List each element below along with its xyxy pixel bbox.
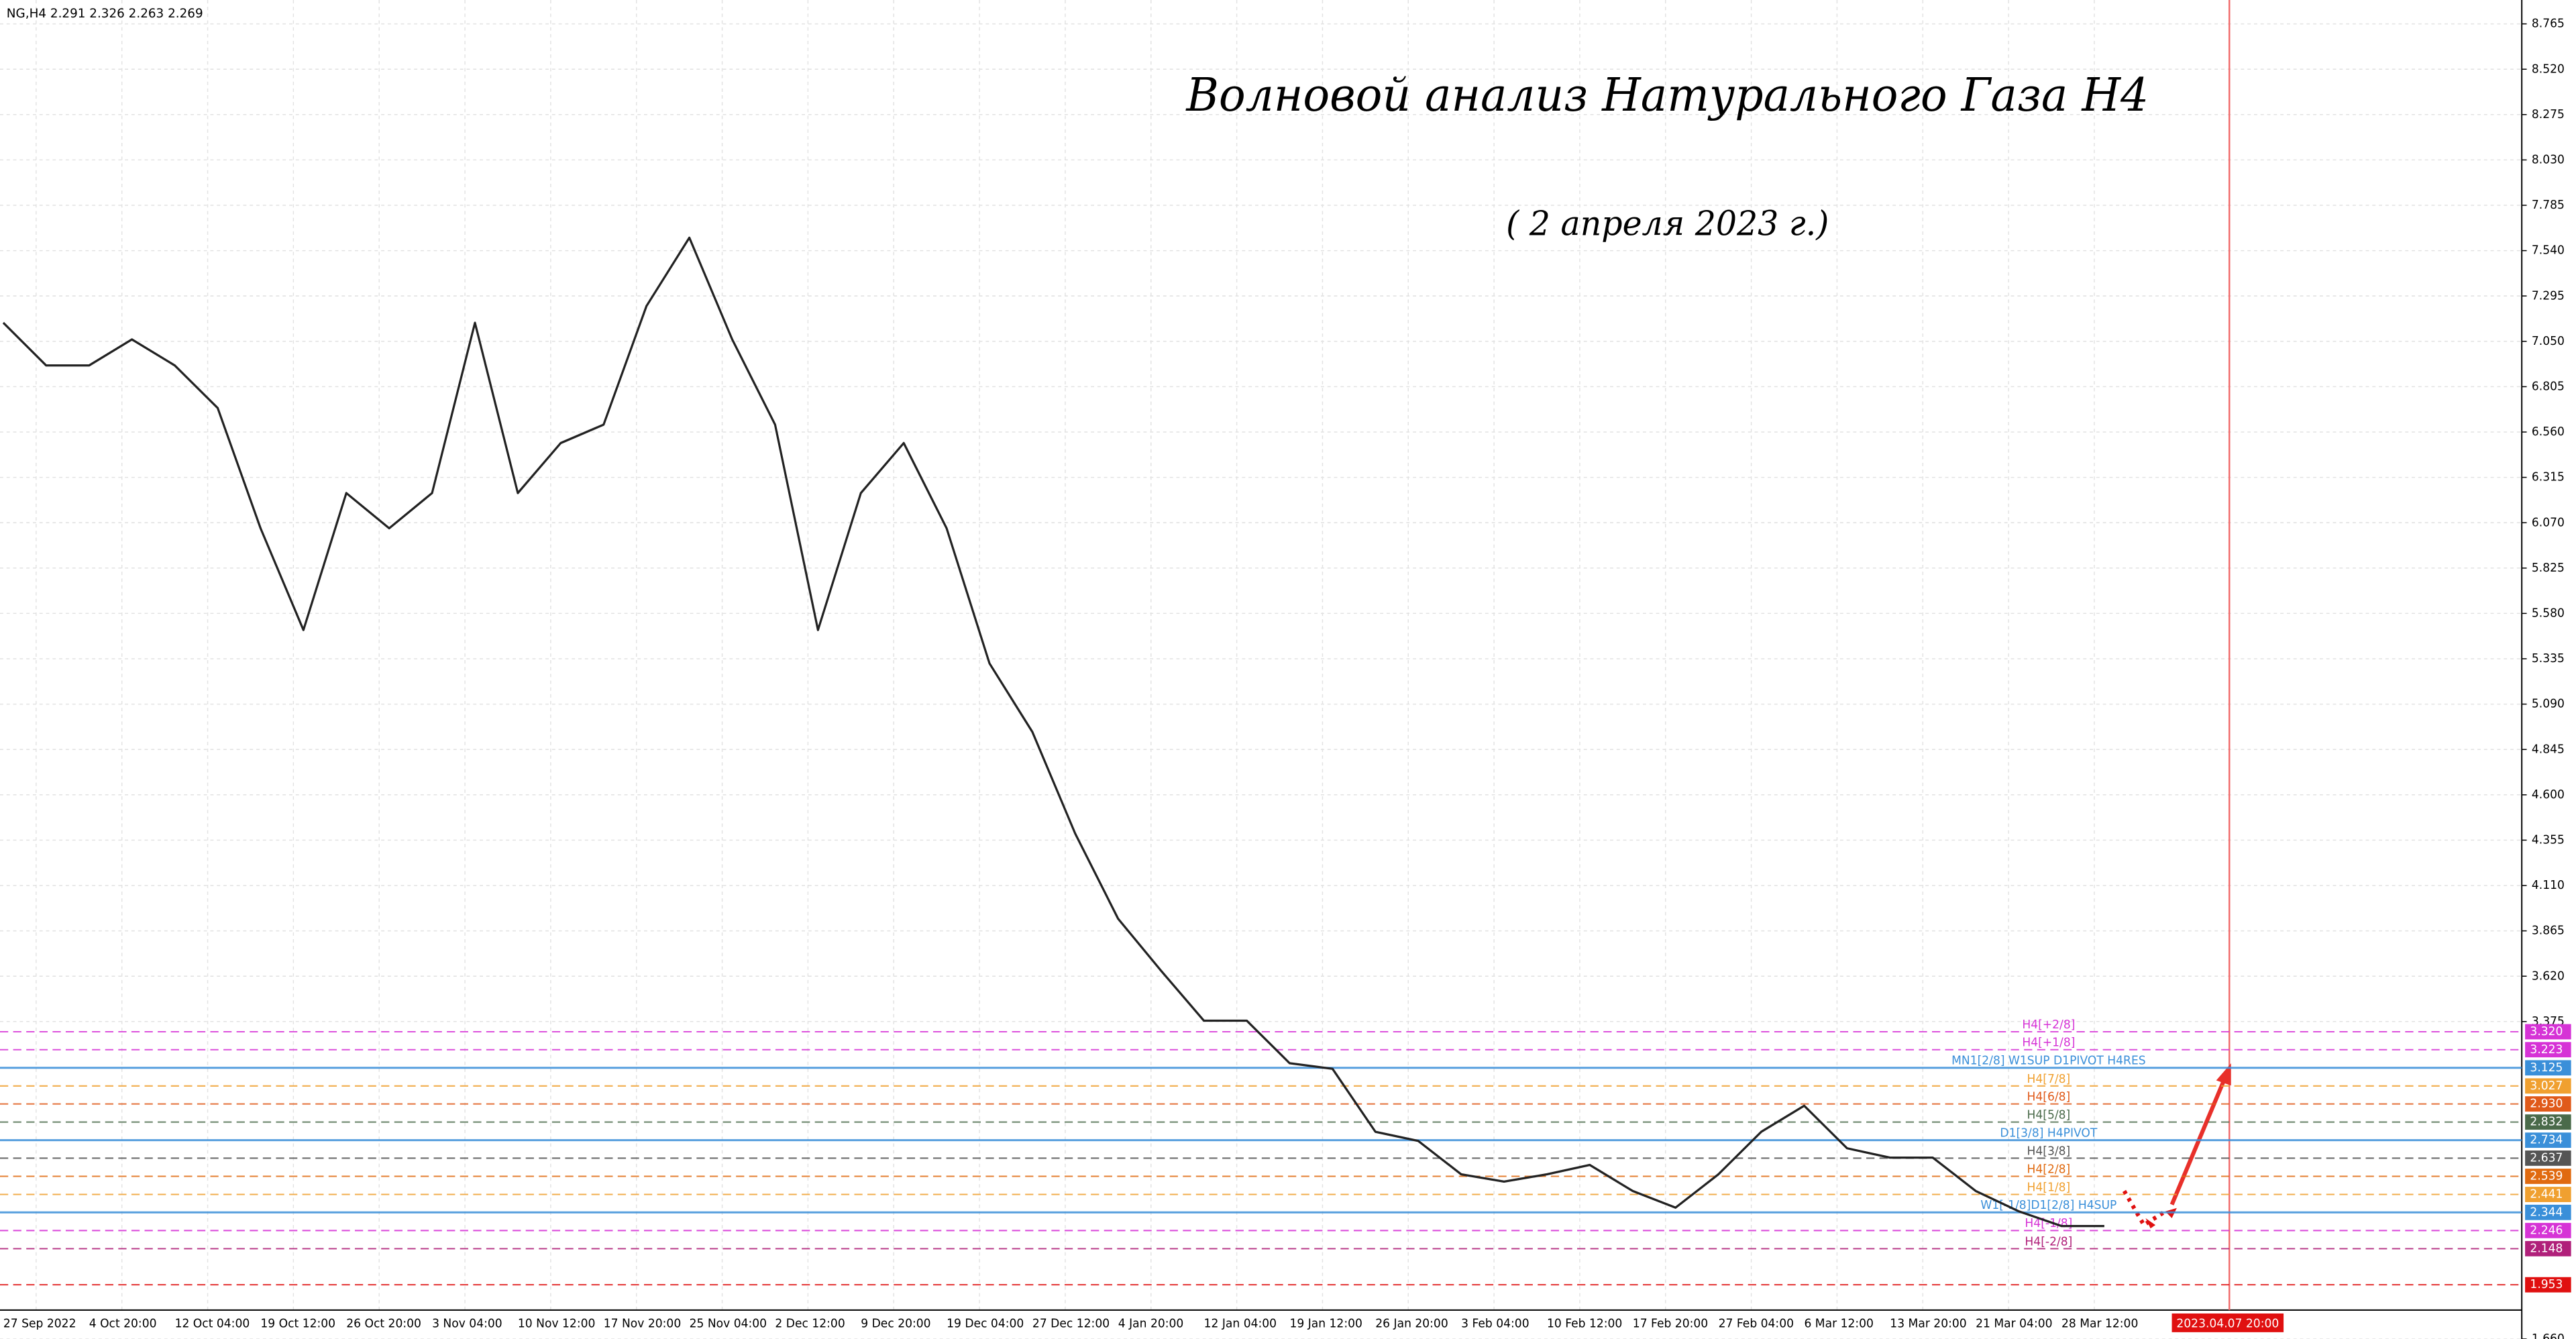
level-label: H4[+2/8] — [2022, 1018, 2075, 1032]
level-price-box — [2525, 1096, 2571, 1112]
x-tick-label: 17 Nov 20:00 — [604, 1317, 681, 1330]
x-tick-label: 19 Oct 12:00 — [260, 1317, 335, 1330]
y-tick-label: 4.600 — [2532, 788, 2565, 802]
y-tick-label: 3.865 — [2532, 924, 2565, 937]
price-line — [2, 236, 2104, 1228]
symbol-header: NG,H4 2.291 2.326 2.263 2.269 — [7, 7, 203, 21]
level-label: H4[+1/8] — [2022, 1036, 2075, 1049]
x-tick-label: 27 Sep 2022 — [3, 1317, 76, 1330]
x-tick-label: 27 Dec 12:00 — [1032, 1317, 1110, 1330]
y-tick-label: 7.540 — [2532, 244, 2565, 257]
level-price-box — [2525, 1169, 2571, 1184]
y-tick-label: 5.825 — [2532, 561, 2565, 575]
y-tick-label: 5.335 — [2532, 652, 2565, 665]
y-tick-label: 6.315 — [2532, 470, 2565, 484]
level-price-label: 3.320 — [2530, 1025, 2563, 1038]
y-tick-label: 5.580 — [2532, 606, 2565, 620]
x-tick-label: 19 Dec 04:00 — [947, 1317, 1024, 1330]
level-label: H4[6/8] — [2027, 1090, 2071, 1104]
level-label: H4[3/8] — [2027, 1144, 2071, 1158]
level-price-box — [2525, 1187, 2571, 1202]
level-label: MN1[2/8] W1SUP D1PIVOT H4RES — [1951, 1054, 2146, 1067]
level-price-label: 3.223 — [2530, 1043, 2563, 1057]
x-tick-label: 26 Oct 20:00 — [346, 1317, 421, 1330]
level-label: D1[3/8] H4PIVOT — [2000, 1126, 2097, 1140]
level-price-box — [2525, 1114, 2571, 1130]
x-tick-label: 2 Dec 12:00 — [775, 1317, 845, 1330]
level-price-box — [2525, 1132, 2571, 1148]
x-tick-label: 17 Feb 20:00 — [1633, 1317, 1708, 1330]
level-price-label: 1.953 — [2530, 1278, 2563, 1291]
x-tick-label: 4 Oct 20:00 — [89, 1317, 157, 1330]
x-tick-label: 25 Nov 04:00 — [690, 1317, 767, 1330]
level-label: H4[-2/8] — [2025, 1235, 2072, 1248]
level-price-box — [2525, 1060, 2571, 1076]
level-price-label: 3.125 — [2530, 1061, 2563, 1075]
x-tick-label: 3 Nov 04:00 — [432, 1317, 502, 1330]
level-price-label: 2.246 — [2530, 1224, 2563, 1237]
x-tick-label: 26 Jan 20:00 — [1375, 1317, 1448, 1330]
y-tick-label: 6.070 — [2532, 516, 2565, 529]
y-tick-label: 4.355 — [2532, 833, 2565, 847]
forecast-arrowhead — [2216, 1063, 2231, 1086]
chart-title: Волновой анализ Натурального Газа H4 — [1185, 68, 2149, 121]
y-tick-label: 8.275 — [2532, 108, 2565, 121]
y-tick-label: 6.805 — [2532, 380, 2565, 393]
level-price-box — [2525, 1222, 2571, 1238]
y-tick-label: 1.660 — [2532, 1332, 2565, 1339]
x-tick-label: 27 Feb 04:00 — [1719, 1317, 1794, 1330]
level-price-label: 2.148 — [2530, 1242, 2563, 1255]
level-label: W1[-1/8]D1[2/8] H4SUP — [1980, 1199, 2116, 1212]
level-price-label: 2.344 — [2530, 1206, 2563, 1219]
level-price-box — [2525, 1204, 2571, 1220]
level-label: H4[-1/8] — [2025, 1217, 2072, 1230]
x-tick-label: 6 Mar 12:00 — [1804, 1317, 1873, 1330]
x-tick-label: 9 Dec 20:00 — [861, 1317, 930, 1330]
level-price-box — [2525, 1240, 2571, 1256]
x-tick-label: 12 Oct 04:00 — [175, 1317, 250, 1330]
level-price-label: 2.930 — [2530, 1097, 2563, 1110]
level-price-box — [2525, 1042, 2571, 1058]
y-tick-label: 4.845 — [2532, 743, 2565, 756]
x-tick-label: 13 Mar 20:00 — [1890, 1317, 1966, 1330]
level-price-label: 3.027 — [2530, 1079, 2563, 1093]
time-marker-label: 2023.04.07 20:00 — [2176, 1317, 2279, 1330]
level-price-label: 2.832 — [2530, 1115, 2563, 1128]
x-tick-label: 10 Nov 12:00 — [518, 1317, 595, 1330]
level-label: H4[7/8] — [2027, 1073, 2071, 1086]
level-label: H4[2/8] — [2027, 1163, 2071, 1176]
chart-subtitle: ( 2 апреля 2023 г.) — [1506, 204, 1829, 244]
y-tick-label: 8.520 — [2532, 62, 2565, 76]
y-tick-label: 7.050 — [2532, 335, 2565, 348]
y-tick-label: 7.295 — [2532, 289, 2565, 303]
x-tick-label: 3 Feb 04:00 — [1461, 1317, 1529, 1330]
y-tick-label: 6.560 — [2532, 425, 2565, 439]
level-price-box — [2525, 1024, 2571, 1040]
time-marker-box — [2171, 1313, 2284, 1332]
level-price-box — [2525, 1277, 2571, 1293]
x-tick-label: 12 Jan 04:00 — [1204, 1317, 1277, 1330]
level-price-label: 2.734 — [2530, 1133, 2563, 1146]
level-price-label: 2.441 — [2530, 1187, 2563, 1201]
level-label: H4[1/8] — [2027, 1181, 2071, 1194]
y-tick-label: 5.090 — [2532, 697, 2565, 710]
y-tick-label: 8.030 — [2532, 153, 2565, 166]
y-tick-label: 3.620 — [2532, 969, 2565, 983]
x-tick-label: 21 Mar 04:00 — [1976, 1317, 2052, 1330]
y-tick-label: 7.785 — [2532, 199, 2565, 212]
x-tick-label: 4 Jan 20:00 — [1118, 1317, 1184, 1330]
y-tick-label: 8.765 — [2532, 17, 2565, 30]
level-label: H4[5/8] — [2027, 1108, 2071, 1122]
level-price-label: 2.539 — [2530, 1169, 2563, 1183]
x-tick-label: 19 Jan 12:00 — [1289, 1317, 1362, 1330]
level-price-box — [2525, 1078, 2571, 1094]
y-tick-label: 4.110 — [2532, 879, 2565, 892]
x-tick-label: 28 Mar 12:00 — [2061, 1317, 2138, 1330]
level-price-label: 2.637 — [2530, 1151, 2563, 1165]
level-price-box — [2525, 1150, 2571, 1166]
x-tick-label: 10 Feb 12:00 — [1547, 1317, 1622, 1330]
